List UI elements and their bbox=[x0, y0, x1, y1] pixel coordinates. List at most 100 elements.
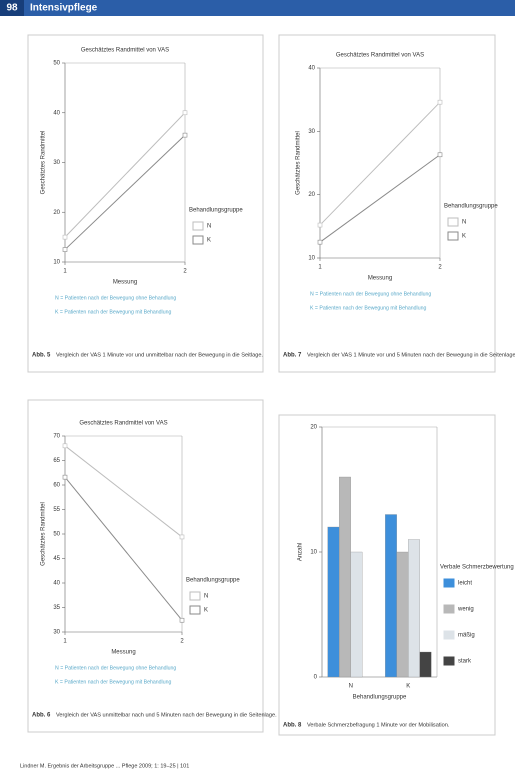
panel bbox=[27, 399, 264, 733]
legend-swatch bbox=[443, 656, 455, 666]
bar bbox=[350, 551, 363, 678]
y-axis-label: Anzahl bbox=[298, 543, 304, 561]
point bbox=[182, 110, 188, 116]
legend-label: mäßig bbox=[458, 633, 475, 639]
legend-swatch bbox=[447, 231, 459, 241]
series-line bbox=[64, 476, 183, 621]
point bbox=[62, 234, 68, 240]
y-axis-label: Geschätztes Randmittel bbox=[296, 131, 302, 195]
legend-label: K bbox=[462, 234, 466, 240]
x-axis-label: Messung bbox=[368, 276, 392, 282]
y-tick-label: 20 bbox=[310, 425, 317, 431]
x-axis-label: Messung bbox=[111, 650, 135, 656]
y-axis-label: Geschätztes Randmittel bbox=[41, 502, 47, 566]
x-tick-label: 1 bbox=[63, 639, 67, 645]
y-tick-label: 70 bbox=[53, 434, 60, 440]
point bbox=[317, 222, 323, 228]
note: K = Patienten nach der Bewegung mit Beha… bbox=[310, 305, 426, 311]
note: K = Patienten nach der Bewegung mit Beha… bbox=[55, 679, 171, 685]
caption-label: Abb. 8 bbox=[283, 723, 302, 729]
legend-label: wenig bbox=[457, 607, 474, 613]
y-tick-label: 55 bbox=[53, 507, 60, 513]
legend-swatch bbox=[447, 217, 459, 227]
legend-label: K bbox=[204, 608, 208, 614]
x-tick-label: 2 bbox=[438, 265, 442, 271]
page-number: 98 bbox=[6, 3, 18, 14]
x-tick-label: K bbox=[406, 684, 410, 690]
y-tick-label: 10 bbox=[310, 550, 317, 556]
point bbox=[182, 132, 188, 138]
series-line bbox=[64, 134, 186, 250]
panel bbox=[27, 34, 264, 373]
bar bbox=[327, 526, 340, 678]
chart-title: Geschätztes Randmittel von VAS bbox=[79, 421, 167, 427]
note: N = Patienten nach der Bewegung ohne Beh… bbox=[310, 291, 431, 297]
note: N = Patienten nach der Bewegung ohne Beh… bbox=[55, 295, 176, 301]
legend-swatch bbox=[192, 221, 204, 231]
y-tick-label: 30 bbox=[308, 129, 315, 135]
y-axis-label: Geschätztes Randmittel bbox=[41, 131, 47, 195]
x-tick-label: 2 bbox=[180, 639, 184, 645]
caption-label: Abb. 5 bbox=[32, 353, 51, 359]
x-tick-label: 2 bbox=[183, 269, 187, 275]
legend-label: stark bbox=[458, 659, 472, 665]
caption-label: Abb. 6 bbox=[32, 713, 51, 719]
bar bbox=[385, 514, 397, 678]
y-tick-label: 50 bbox=[53, 532, 60, 538]
series-line bbox=[64, 112, 186, 238]
y-tick-label: 45 bbox=[53, 556, 60, 562]
header-bar bbox=[0, 0, 515, 16]
page-number-box bbox=[0, 0, 24, 16]
legend-swatch bbox=[443, 630, 455, 640]
note: K = Patienten nach der Bewegung mit Beha… bbox=[55, 309, 171, 315]
legend-label: N bbox=[462, 220, 466, 226]
caption: Verbale Schmerzbefragung 1 Minute vor de… bbox=[307, 722, 450, 728]
point bbox=[179, 617, 185, 623]
x-axis-label: Messung bbox=[113, 280, 137, 286]
caption: Vergleich der VAS 1 Minute vor und 5 Min… bbox=[307, 352, 515, 358]
point bbox=[62, 443, 68, 449]
y-tick-label: 40 bbox=[53, 581, 60, 587]
legend-title: Behandlungsgruppe bbox=[444, 204, 498, 210]
chart-title: Geschätztes Randmittel von VAS bbox=[81, 48, 169, 54]
x-tick-label: 1 bbox=[63, 269, 67, 275]
legend-label: N bbox=[207, 224, 211, 230]
panel bbox=[278, 34, 496, 373]
legend-label: K bbox=[207, 238, 211, 244]
point bbox=[317, 239, 323, 245]
x-axis-label: Behandlungsgruppe bbox=[353, 695, 407, 701]
series-line bbox=[319, 101, 441, 226]
point bbox=[179, 534, 185, 540]
y-tick-label: 35 bbox=[53, 605, 60, 611]
y-tick-label: 40 bbox=[53, 110, 60, 116]
y-tick-label: 30 bbox=[53, 160, 60, 166]
y-tick-label: 60 bbox=[53, 483, 60, 489]
caption: Vergleich der VAS 1 Minute vor und unmit… bbox=[56, 352, 263, 358]
legend-swatch bbox=[192, 235, 204, 245]
chart-title: Geschätztes Randmittel von VAS bbox=[336, 53, 424, 59]
series-line bbox=[64, 445, 183, 538]
legend-swatch bbox=[443, 578, 455, 588]
y-tick-label: 20 bbox=[308, 192, 315, 198]
point bbox=[437, 99, 443, 105]
bar bbox=[408, 539, 420, 678]
footer: Lindner M. Ergebnis der Arbeitsgruppe ..… bbox=[20, 763, 189, 769]
bar bbox=[339, 476, 351, 678]
point bbox=[62, 474, 68, 480]
caption-label: Abb. 7 bbox=[283, 353, 302, 359]
header-title: Intensivpflege bbox=[30, 3, 98, 14]
y-tick-label: 20 bbox=[53, 210, 60, 216]
point bbox=[437, 152, 443, 158]
legend-title: Behandlungsgruppe bbox=[186, 578, 240, 584]
caption: Vergleich der VAS unmittelbar nach und 5… bbox=[56, 712, 277, 718]
legend-title: Verbale Schmerzbewertung bbox=[440, 565, 514, 571]
point bbox=[62, 247, 68, 252]
legend-swatch bbox=[189, 605, 201, 615]
y-tick-label: 40 bbox=[308, 66, 315, 72]
y-tick-label: 10 bbox=[308, 256, 315, 262]
y-tick-label: 10 bbox=[53, 260, 60, 266]
y-tick-label: 65 bbox=[53, 458, 60, 464]
x-tick-label: 1 bbox=[318, 265, 322, 271]
